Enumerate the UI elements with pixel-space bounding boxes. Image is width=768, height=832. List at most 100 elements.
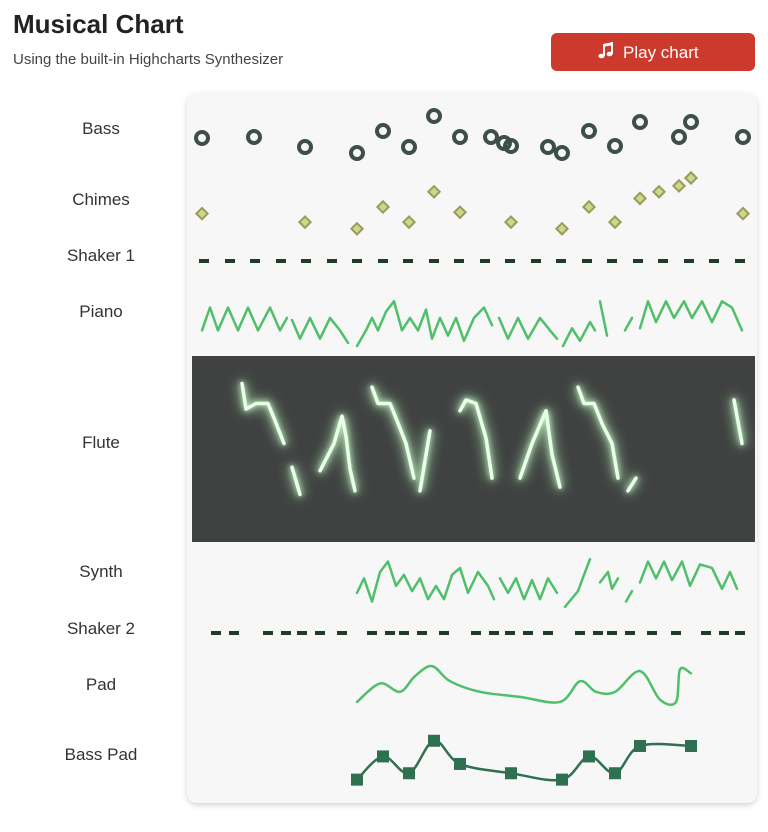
lane-label: Bass <box>82 119 120 138</box>
chart-subtitle: Using the built-in Highcharts Synthesize… <box>13 51 283 68</box>
shaker-note <box>719 631 729 635</box>
lane-label: Chimes <box>72 190 130 209</box>
pad-note <box>403 767 415 780</box>
shaker-note <box>523 631 533 635</box>
lane: Bass Pad <box>65 734 697 786</box>
bass-note <box>401 139 417 155</box>
shaker-note <box>403 259 413 263</box>
play-button[interactable]: Play chart <box>551 33 755 71</box>
shaker-note <box>505 259 515 263</box>
lane: Shaker 2 <box>67 619 745 638</box>
chime-note <box>401 215 417 230</box>
line-series <box>200 300 744 348</box>
shaker-note <box>429 259 439 263</box>
shaker-note <box>439 631 449 635</box>
line-series <box>355 557 739 609</box>
shaker-note <box>607 259 617 263</box>
chime-note <box>632 191 648 206</box>
pad-note <box>685 739 697 752</box>
bass-note <box>735 129 751 145</box>
chime-note <box>503 215 519 230</box>
chime-note <box>452 205 468 220</box>
line-series <box>355 664 693 707</box>
chime-note <box>554 221 570 236</box>
lane-label: Shaker 2 <box>67 619 135 638</box>
bass-note <box>632 114 648 130</box>
lane-label: Flute <box>82 433 120 452</box>
lane: Flute <box>82 356 755 542</box>
shaker-note <box>505 631 515 635</box>
bass-note <box>683 114 699 130</box>
bass-note <box>246 129 262 145</box>
shaker-note <box>454 259 464 263</box>
bass-note <box>349 145 365 161</box>
chime-note <box>426 184 442 199</box>
shaker-note <box>327 259 337 263</box>
shaker-note <box>378 259 388 263</box>
shaker-note <box>315 631 325 635</box>
shaker-note <box>633 259 643 263</box>
lane-label: Shaker 1 <box>67 246 135 265</box>
lane-label: Pad <box>86 675 116 694</box>
shaker-note <box>709 259 719 263</box>
lane: Pad <box>86 664 693 707</box>
shaker-note <box>684 259 694 263</box>
shaker-note <box>211 631 221 635</box>
pad-note <box>556 773 568 786</box>
shaker-note <box>671 631 681 635</box>
shaker-note <box>658 259 668 263</box>
music-icon <box>598 42 613 59</box>
shaker-note <box>531 259 541 263</box>
shaker-note <box>250 259 260 263</box>
shaker-note <box>199 259 209 263</box>
bass-note <box>540 139 556 155</box>
lane: Piano <box>79 300 744 348</box>
pad-note <box>583 750 595 763</box>
chart-title: Musical Chart <box>13 9 184 39</box>
shaker-note <box>399 631 409 635</box>
bass-note <box>452 129 468 145</box>
shaker-note <box>301 259 311 263</box>
bass-note <box>426 108 442 124</box>
pad-note <box>428 734 440 747</box>
shaker-note <box>701 631 711 635</box>
pad-note <box>609 767 621 780</box>
shaker-note <box>575 631 585 635</box>
lane-label: Bass Pad <box>65 745 138 764</box>
shaker-note <box>225 259 235 263</box>
shaker-note <box>276 259 286 263</box>
bass-note <box>607 138 623 154</box>
shaker-note <box>735 259 745 263</box>
lane: Synth <box>79 557 739 609</box>
chime-note <box>349 221 365 236</box>
lane: Chimes <box>72 170 751 236</box>
chime-note <box>683 170 699 186</box>
chime-note <box>651 184 667 199</box>
lane-label: Piano <box>79 302 122 321</box>
shaker-note <box>281 631 291 635</box>
pad-note <box>377 750 389 763</box>
lane: Shaker 1 <box>67 246 745 265</box>
pad-note <box>634 739 646 752</box>
chime-note <box>671 178 687 193</box>
bass-note <box>297 139 313 155</box>
chime-note <box>735 206 751 221</box>
bass-note <box>483 129 499 145</box>
bass-note <box>194 130 210 146</box>
shaker-note <box>607 631 617 635</box>
button-label[interactable]: Play chart <box>623 43 699 62</box>
shaker-note <box>625 631 635 635</box>
bass-note <box>375 123 391 139</box>
shaker-note <box>263 631 273 635</box>
button-background[interactable] <box>551 33 755 71</box>
chime-note <box>607 215 623 230</box>
bass-note <box>554 145 570 161</box>
shaker-note <box>735 631 745 635</box>
pad-note <box>351 773 363 786</box>
shaker-note <box>337 631 347 635</box>
shaker-note <box>385 631 395 635</box>
lane-background <box>192 356 755 542</box>
shaker-note <box>297 631 307 635</box>
shaker-note <box>582 259 592 263</box>
shaker-note <box>593 631 603 635</box>
